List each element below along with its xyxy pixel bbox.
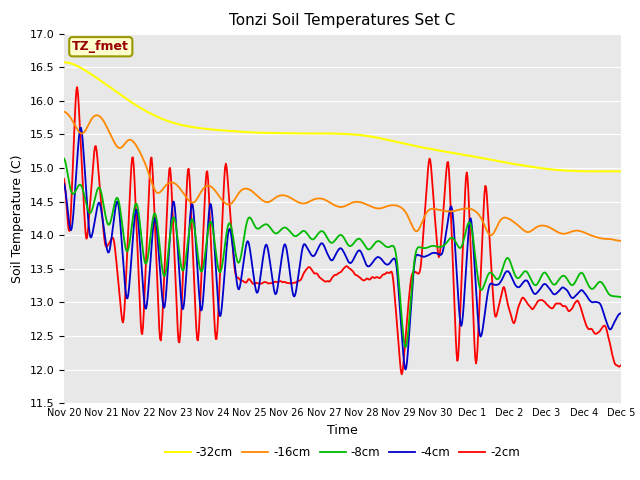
- -16cm: [60, 109, 68, 115]
- Line: -2cm: -2cm: [64, 87, 621, 374]
- -16cm: [70, 121, 78, 127]
- -4cm: [428, 251, 436, 256]
- -8cm: [402, 344, 410, 350]
- -4cm: [617, 311, 625, 316]
- -8cm: [214, 260, 221, 266]
- -8cm: [428, 243, 435, 249]
- -32cm: [595, 168, 603, 174]
- Line: -8cm: -8cm: [64, 158, 621, 347]
- -32cm: [426, 146, 434, 152]
- -4cm: [60, 181, 68, 187]
- -32cm: [60, 60, 68, 65]
- -8cm: [411, 255, 419, 261]
- -2cm: [428, 173, 436, 179]
- -8cm: [127, 227, 135, 232]
- -8cm: [184, 239, 192, 244]
- Title: Tonzi Soil Temperatures Set C: Tonzi Soil Temperatures Set C: [229, 13, 456, 28]
- -2cm: [398, 372, 406, 377]
- -4cm: [412, 254, 419, 260]
- -2cm: [412, 269, 419, 275]
- -8cm: [617, 294, 625, 300]
- -32cm: [410, 143, 418, 149]
- -4cm: [185, 235, 193, 241]
- -16cm: [617, 238, 625, 244]
- -4cm: [77, 125, 85, 131]
- -32cm: [127, 99, 135, 105]
- -4cm: [214, 300, 222, 305]
- Legend: -32cm, -16cm, -8cm, -4cm, -2cm: -32cm, -16cm, -8cm, -4cm, -2cm: [160, 442, 525, 464]
- -2cm: [617, 362, 625, 368]
- Line: -16cm: -16cm: [64, 112, 621, 241]
- Line: -4cm: -4cm: [64, 128, 621, 370]
- Text: TZ_fmet: TZ_fmet: [72, 40, 129, 53]
- -32cm: [184, 123, 192, 129]
- -2cm: [74, 84, 81, 90]
- Line: -32cm: -32cm: [64, 62, 621, 171]
- -2cm: [60, 176, 68, 182]
- -2cm: [214, 314, 222, 320]
- -16cm: [426, 206, 434, 212]
- -2cm: [128, 155, 136, 161]
- -4cm: [70, 202, 78, 207]
- -8cm: [60, 156, 68, 161]
- -2cm: [185, 166, 193, 172]
- -32cm: [214, 127, 221, 133]
- -32cm: [70, 61, 78, 67]
- X-axis label: Time: Time: [327, 424, 358, 437]
- -16cm: [127, 137, 135, 143]
- -4cm: [128, 245, 136, 251]
- -2cm: [70, 133, 78, 139]
- -8cm: [70, 191, 78, 196]
- Y-axis label: Soil Temperature (C): Soil Temperature (C): [11, 154, 24, 283]
- -4cm: [402, 367, 410, 372]
- -32cm: [617, 168, 625, 174]
- -16cm: [184, 196, 192, 202]
- -16cm: [214, 191, 221, 196]
- -16cm: [410, 227, 418, 232]
